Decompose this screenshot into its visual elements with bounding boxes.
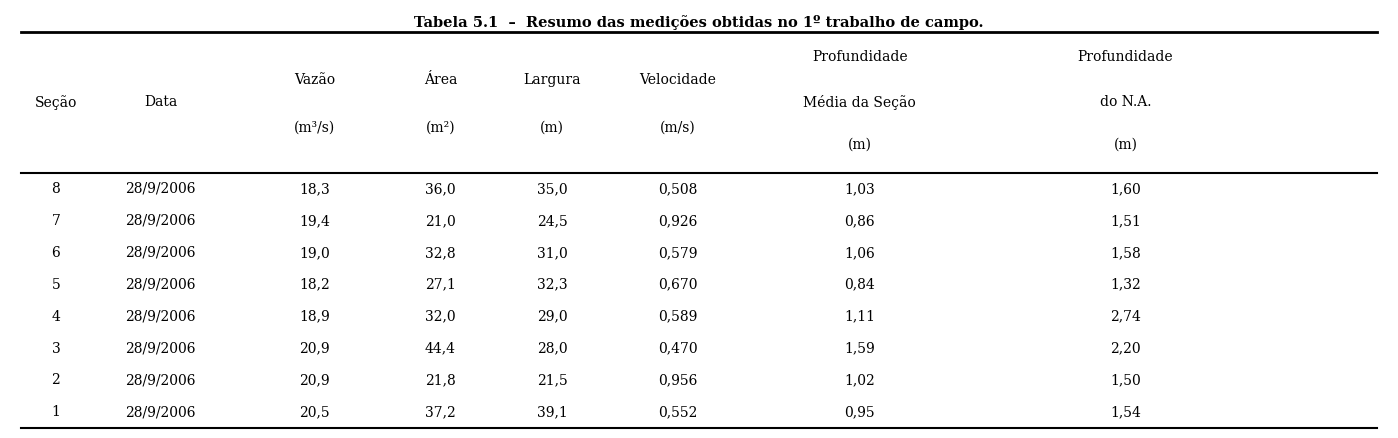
- Text: 39,1: 39,1: [537, 406, 568, 420]
- Text: 1,32: 1,32: [1110, 278, 1141, 292]
- Text: 28/9/2006: 28/9/2006: [126, 342, 196, 356]
- Text: 0,470: 0,470: [658, 342, 698, 356]
- Text: 3: 3: [52, 342, 60, 356]
- Text: 0,589: 0,589: [658, 310, 698, 324]
- Text: 2,20: 2,20: [1110, 342, 1141, 356]
- Text: 24,5: 24,5: [537, 214, 568, 228]
- Text: Seção: Seção: [35, 95, 77, 110]
- Text: (m³/s): (m³/s): [294, 121, 336, 135]
- Text: 35,0: 35,0: [537, 182, 568, 196]
- Text: 44,4: 44,4: [425, 342, 456, 356]
- Text: 18,9: 18,9: [299, 310, 330, 324]
- Text: (m²): (m²): [425, 121, 456, 135]
- Text: 18,3: 18,3: [299, 182, 330, 196]
- Text: 0,86: 0,86: [844, 214, 875, 228]
- Text: 1,60: 1,60: [1110, 182, 1141, 196]
- Text: 1,51: 1,51: [1110, 214, 1141, 228]
- Text: 19,4: 19,4: [299, 214, 330, 228]
- Text: 5: 5: [52, 278, 60, 292]
- Text: Vazão: Vazão: [294, 73, 336, 87]
- Text: 28,0: 28,0: [537, 342, 568, 356]
- Text: 2: 2: [52, 374, 60, 388]
- Text: 31,0: 31,0: [537, 246, 568, 260]
- Text: 6: 6: [52, 246, 60, 260]
- Text: 20,9: 20,9: [299, 374, 330, 388]
- Text: (m): (m): [540, 121, 565, 135]
- Text: 1,54: 1,54: [1110, 406, 1141, 420]
- Text: Profundidade: Profundidade: [812, 50, 907, 64]
- Text: 1,50: 1,50: [1110, 374, 1141, 388]
- Text: 1,58: 1,58: [1110, 246, 1141, 260]
- Text: 21,0: 21,0: [425, 214, 456, 228]
- Text: 1,02: 1,02: [844, 374, 875, 388]
- Text: 32,0: 32,0: [425, 310, 456, 324]
- Text: 1,03: 1,03: [844, 182, 875, 196]
- Text: 29,0: 29,0: [537, 310, 568, 324]
- Text: 28/9/2006: 28/9/2006: [126, 310, 196, 324]
- Text: 27,1: 27,1: [425, 278, 456, 292]
- Text: (m/s): (m/s): [660, 121, 696, 135]
- Text: 1,11: 1,11: [844, 310, 875, 324]
- Text: 37,2: 37,2: [425, 406, 456, 420]
- Text: Largura: Largura: [523, 73, 582, 87]
- Text: 19,0: 19,0: [299, 246, 330, 260]
- Text: 1,06: 1,06: [844, 246, 875, 260]
- Text: Profundidade: Profundidade: [1078, 50, 1173, 64]
- Text: (m): (m): [1113, 138, 1138, 152]
- Text: 28/9/2006: 28/9/2006: [126, 278, 196, 292]
- Text: Data: Data: [144, 95, 178, 109]
- Text: 28/9/2006: 28/9/2006: [126, 214, 196, 228]
- Text: (m): (m): [847, 138, 872, 152]
- Text: 0,84: 0,84: [844, 278, 875, 292]
- Text: 32,3: 32,3: [537, 278, 568, 292]
- Text: Velocidade: Velocidade: [640, 73, 716, 87]
- Text: 28/9/2006: 28/9/2006: [126, 182, 196, 196]
- Text: 32,8: 32,8: [425, 246, 456, 260]
- Text: 8: 8: [52, 182, 60, 196]
- Text: 18,2: 18,2: [299, 278, 330, 292]
- Text: 20,5: 20,5: [299, 406, 330, 420]
- Text: 7: 7: [52, 214, 60, 228]
- Text: 20,9: 20,9: [299, 342, 330, 356]
- Text: 28/9/2006: 28/9/2006: [126, 374, 196, 388]
- Text: 4: 4: [52, 310, 60, 324]
- Text: Tabela 5.1  –  Resumo das medições obtidas no 1º trabalho de campo.: Tabela 5.1 – Resumo das medições obtidas…: [414, 15, 984, 30]
- Text: 0,552: 0,552: [658, 406, 698, 420]
- Text: Área: Área: [424, 73, 457, 87]
- Text: 28/9/2006: 28/9/2006: [126, 246, 196, 260]
- Text: 0,956: 0,956: [658, 374, 698, 388]
- Text: 0,95: 0,95: [844, 406, 875, 420]
- Text: 0,926: 0,926: [658, 214, 698, 228]
- Text: 0,508: 0,508: [658, 182, 698, 196]
- Text: 36,0: 36,0: [425, 182, 456, 196]
- Text: 2,74: 2,74: [1110, 310, 1141, 324]
- Text: 21,5: 21,5: [537, 374, 568, 388]
- Text: 0,579: 0,579: [658, 246, 698, 260]
- Text: Média da Seção: Média da Seção: [804, 95, 916, 110]
- Text: do N.A.: do N.A.: [1100, 95, 1151, 109]
- Text: 1: 1: [52, 406, 60, 420]
- Text: 21,8: 21,8: [425, 374, 456, 388]
- Text: 28/9/2006: 28/9/2006: [126, 406, 196, 420]
- Text: 0,670: 0,670: [658, 278, 698, 292]
- Text: 1,59: 1,59: [844, 342, 875, 356]
